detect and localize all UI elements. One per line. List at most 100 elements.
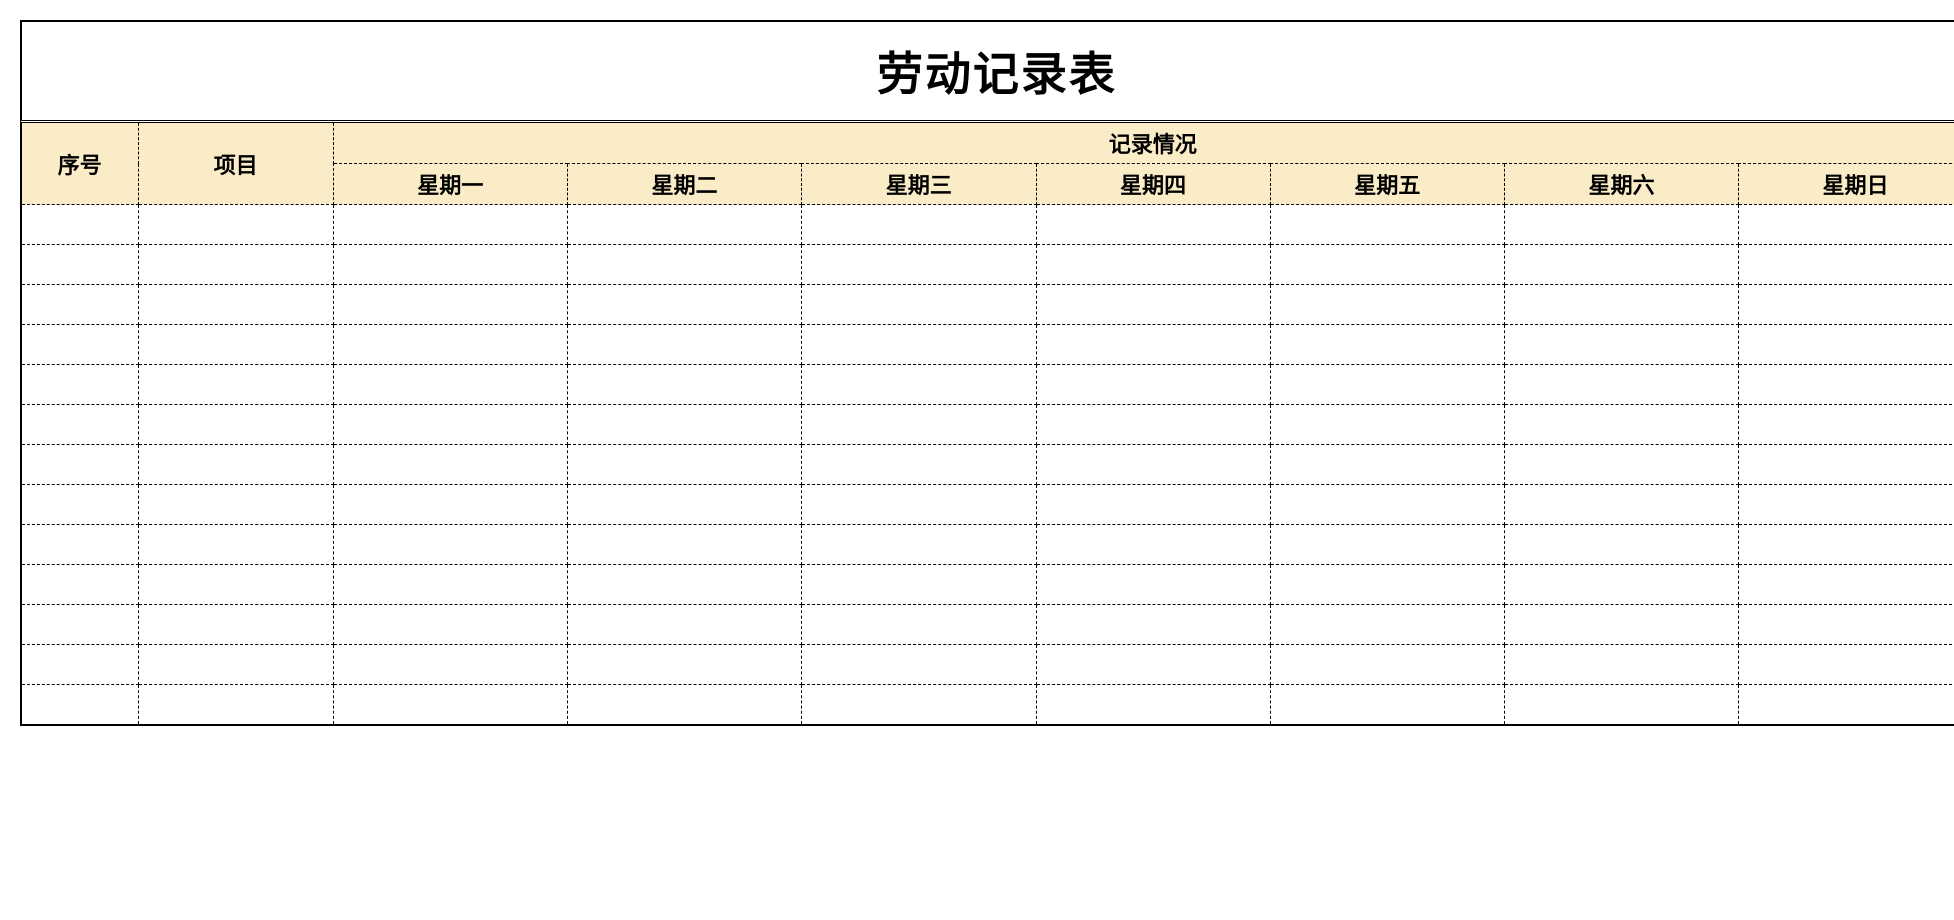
table-cell[interactable] — [1504, 365, 1738, 405]
table-cell[interactable] — [21, 685, 138, 725]
table-cell[interactable] — [1504, 685, 1738, 725]
table-cell[interactable] — [1739, 645, 1954, 685]
table-cell[interactable] — [568, 605, 802, 645]
table-cell[interactable] — [21, 205, 138, 245]
table-cell[interactable] — [568, 325, 802, 365]
table-cell[interactable] — [138, 645, 333, 685]
table-cell[interactable] — [802, 405, 1036, 445]
table-cell[interactable] — [1739, 325, 1954, 365]
table-cell[interactable] — [1036, 325, 1270, 365]
table-cell[interactable] — [21, 405, 138, 445]
table-cell[interactable] — [568, 405, 802, 445]
table-cell[interactable] — [333, 565, 567, 605]
table-cell[interactable] — [1504, 645, 1738, 685]
table-cell[interactable] — [1739, 685, 1954, 725]
table-cell[interactable] — [1036, 525, 1270, 565]
table-cell[interactable] — [21, 445, 138, 485]
table-cell[interactable] — [1739, 485, 1954, 525]
table-cell[interactable] — [21, 325, 138, 365]
table-cell[interactable] — [1504, 205, 1738, 245]
table-cell[interactable] — [138, 565, 333, 605]
table-cell[interactable] — [568, 685, 802, 725]
table-cell[interactable] — [333, 245, 567, 285]
table-cell[interactable] — [1504, 285, 1738, 325]
table-cell[interactable] — [1270, 525, 1504, 565]
table-cell[interactable] — [21, 645, 138, 685]
table-cell[interactable] — [1036, 685, 1270, 725]
table-cell[interactable] — [21, 525, 138, 565]
table-cell[interactable] — [802, 565, 1036, 605]
table-cell[interactable] — [333, 605, 567, 645]
table-cell[interactable] — [1739, 445, 1954, 485]
table-cell[interactable] — [802, 445, 1036, 485]
table-cell[interactable] — [1270, 645, 1504, 685]
table-cell[interactable] — [1739, 525, 1954, 565]
table-cell[interactable] — [138, 365, 333, 405]
table-cell[interactable] — [1739, 205, 1954, 245]
table-cell[interactable] — [1504, 245, 1738, 285]
table-cell[interactable] — [1036, 645, 1270, 685]
table-cell[interactable] — [802, 285, 1036, 325]
table-cell[interactable] — [802, 205, 1036, 245]
table-cell[interactable] — [21, 285, 138, 325]
table-cell[interactable] — [568, 645, 802, 685]
table-cell[interactable] — [1739, 245, 1954, 285]
table-cell[interactable] — [802, 365, 1036, 405]
table-cell[interactable] — [802, 485, 1036, 525]
table-cell[interactable] — [333, 645, 567, 685]
table-cell[interactable] — [802, 685, 1036, 725]
table-cell[interactable] — [1270, 445, 1504, 485]
table-cell[interactable] — [333, 485, 567, 525]
table-cell[interactable] — [21, 485, 138, 525]
table-cell[interactable] — [138, 445, 333, 485]
table-cell[interactable] — [138, 685, 333, 725]
table-cell[interactable] — [568, 445, 802, 485]
table-cell[interactable] — [138, 485, 333, 525]
table-cell[interactable] — [1504, 605, 1738, 645]
table-cell[interactable] — [1270, 365, 1504, 405]
table-cell[interactable] — [1739, 405, 1954, 445]
table-cell[interactable] — [21, 365, 138, 405]
table-cell[interactable] — [1504, 565, 1738, 605]
table-cell[interactable] — [1036, 405, 1270, 445]
table-cell[interactable] — [21, 245, 138, 285]
table-cell[interactable] — [1036, 285, 1270, 325]
table-cell[interactable] — [1036, 365, 1270, 405]
table-cell[interactable] — [568, 525, 802, 565]
table-cell[interactable] — [1270, 405, 1504, 445]
table-cell[interactable] — [1036, 245, 1270, 285]
table-cell[interactable] — [138, 605, 333, 645]
table-cell[interactable] — [1504, 445, 1738, 485]
table-cell[interactable] — [21, 565, 138, 605]
table-cell[interactable] — [1036, 485, 1270, 525]
table-cell[interactable] — [1739, 365, 1954, 405]
table-cell[interactable] — [1504, 485, 1738, 525]
table-cell[interactable] — [333, 205, 567, 245]
table-cell[interactable] — [333, 685, 567, 725]
table-cell[interactable] — [1270, 245, 1504, 285]
table-cell[interactable] — [1739, 605, 1954, 645]
table-cell[interactable] — [138, 325, 333, 365]
table-cell[interactable] — [1270, 565, 1504, 605]
table-cell[interactable] — [1036, 445, 1270, 485]
table-cell[interactable] — [333, 325, 567, 365]
table-cell[interactable] — [333, 285, 567, 325]
table-cell[interactable] — [568, 205, 802, 245]
table-cell[interactable] — [333, 445, 567, 485]
table-cell[interactable] — [802, 645, 1036, 685]
table-cell[interactable] — [1270, 325, 1504, 365]
table-cell[interactable] — [568, 365, 802, 405]
table-cell[interactable] — [333, 525, 567, 565]
table-cell[interactable] — [802, 245, 1036, 285]
table-cell[interactable] — [802, 525, 1036, 565]
table-cell[interactable] — [1504, 405, 1738, 445]
table-cell[interactable] — [1036, 605, 1270, 645]
table-cell[interactable] — [1270, 605, 1504, 645]
table-cell[interactable] — [1504, 325, 1738, 365]
table-cell[interactable] — [802, 325, 1036, 365]
table-cell[interactable] — [1270, 285, 1504, 325]
table-cell[interactable] — [1270, 685, 1504, 725]
table-cell[interactable] — [333, 365, 567, 405]
table-cell[interactable] — [1504, 525, 1738, 565]
table-cell[interactable] — [1036, 565, 1270, 605]
